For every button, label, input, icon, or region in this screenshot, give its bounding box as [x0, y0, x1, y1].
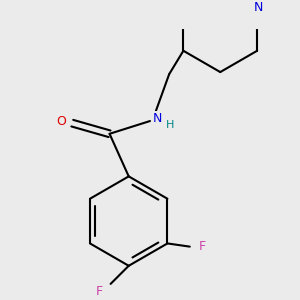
Text: N: N: [254, 1, 263, 13]
Text: O: O: [57, 115, 67, 128]
Text: N: N: [153, 112, 162, 125]
Text: F: F: [199, 240, 206, 253]
Text: H: H: [166, 120, 174, 130]
Text: F: F: [95, 285, 103, 298]
